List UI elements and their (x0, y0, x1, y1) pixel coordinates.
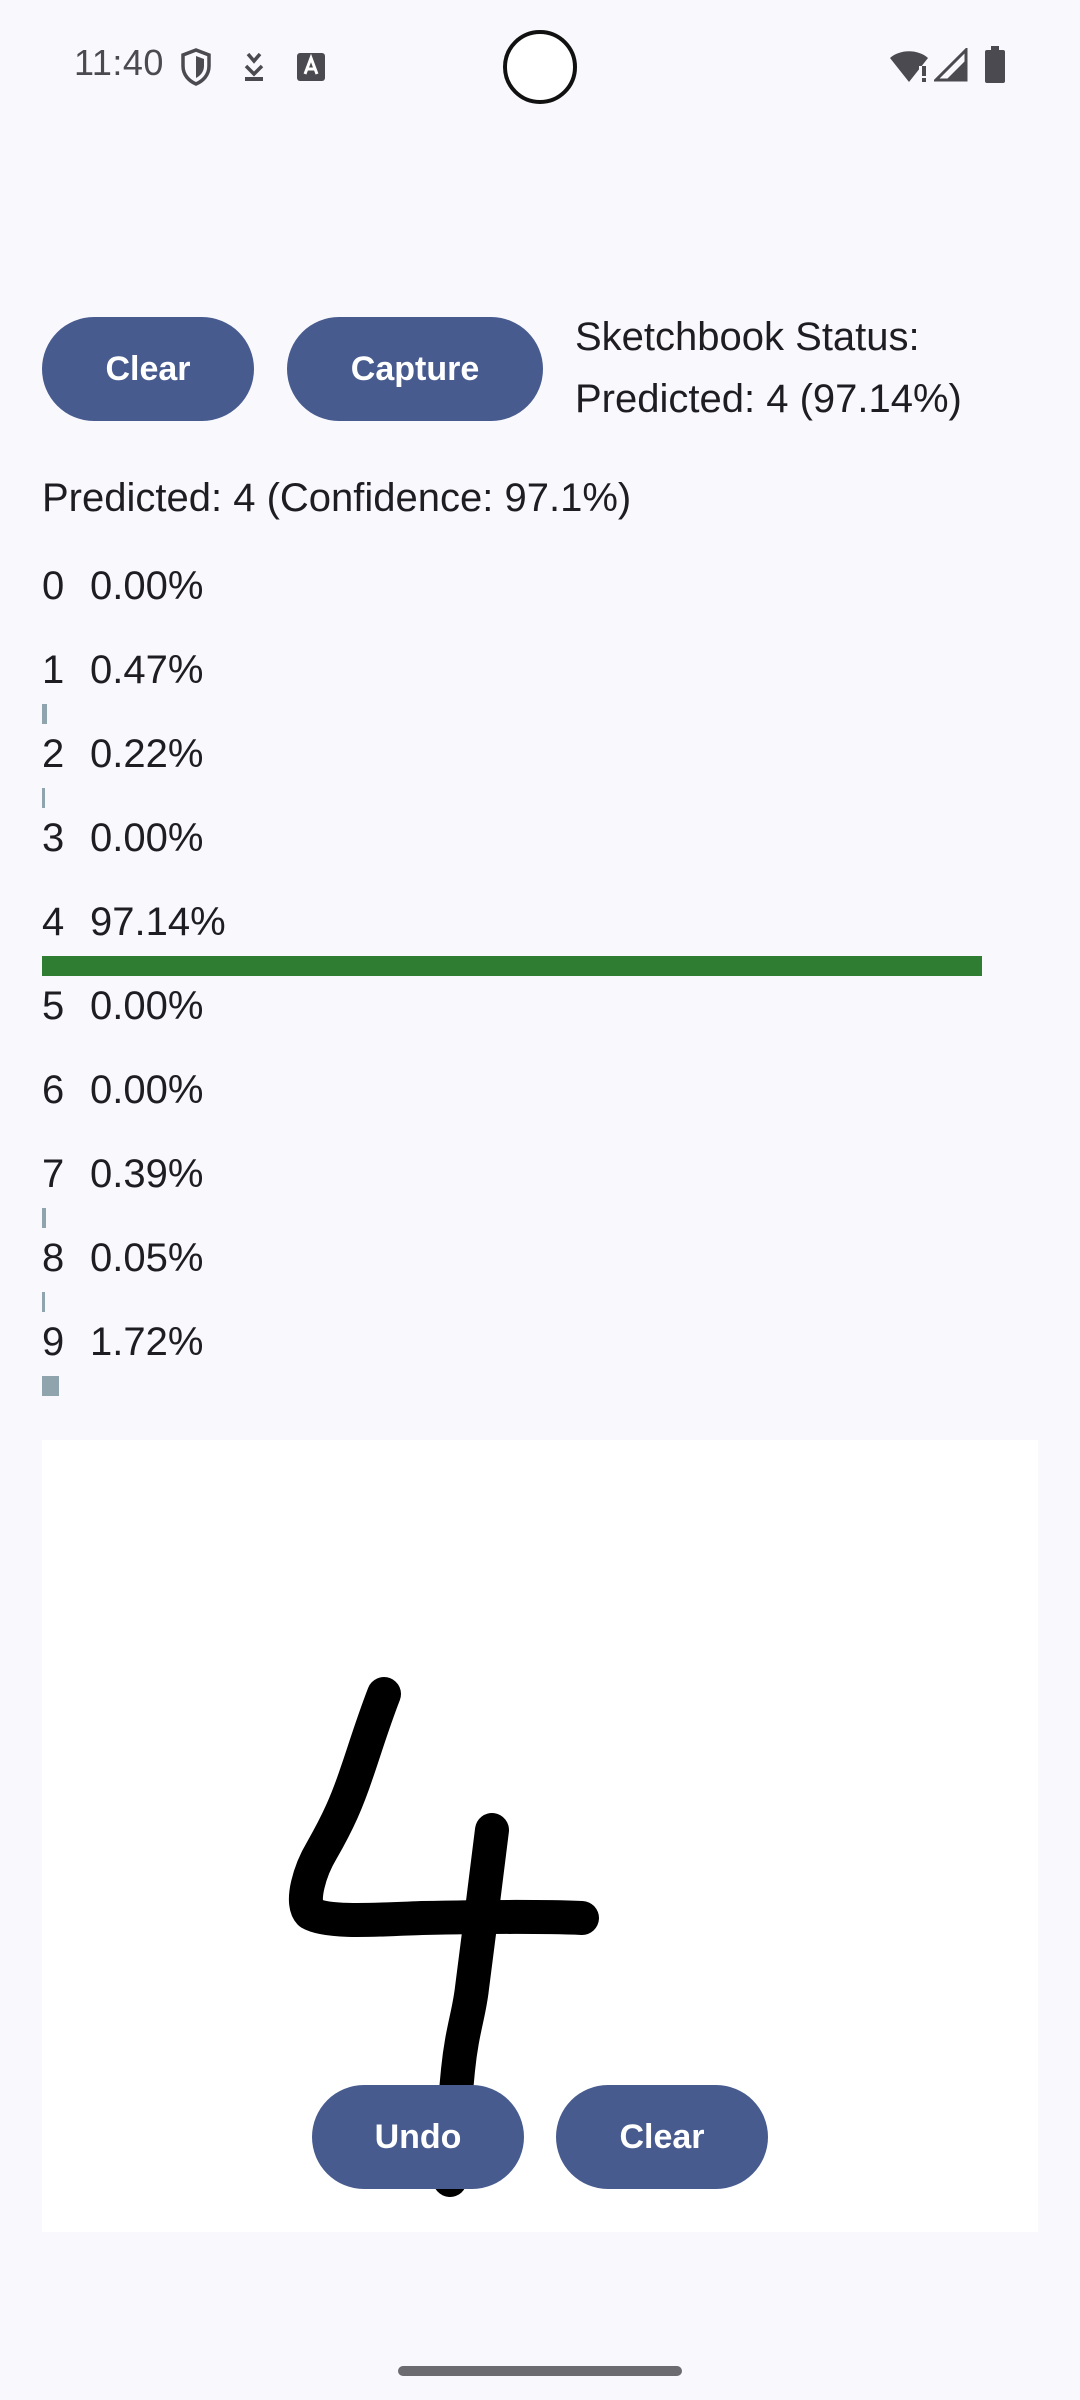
handwritten-stroke (289, 1677, 599, 2197)
probability-row: 2 0.22% (42, 726, 1042, 810)
probability-row: 7 0.39% (42, 1146, 1042, 1230)
probability-list: 0 0.00% 1 0.47% 2 0.22% 3 0.00% 4 97.14% 5 0.0… (42, 558, 1042, 1398)
probability-percent: 1.72% (90, 1320, 204, 1364)
probability-percent: 97.14% (90, 900, 226, 944)
capture-button[interactable]: Capture (287, 317, 543, 421)
probability-bar (42, 788, 45, 808)
camera-cutout (503, 30, 577, 104)
battery-icon (984, 46, 1006, 89)
probability-percent: 0.05% (90, 1236, 204, 1280)
probability-digit: 3 (42, 816, 65, 860)
probability-percent: 0.00% (90, 1068, 204, 1112)
probability-row: 9 1.72% (42, 1314, 1042, 1398)
probability-row: 6 0.00% (42, 1062, 1042, 1146)
probability-percent: 0.00% (90, 984, 204, 1028)
keyboard-icon (296, 52, 326, 87)
canvas-clear-button[interactable]: Clear (556, 2085, 768, 2189)
probability-row: 4 97.14% (42, 894, 1042, 978)
probability-digit: 8 (42, 1236, 65, 1280)
shield-icon (180, 48, 212, 91)
probability-percent: 0.00% (90, 564, 204, 608)
sketchbook-status-title: Sketchbook Status: (575, 315, 920, 359)
probability-digit: 2 (42, 732, 65, 776)
probability-digit: 4 (42, 900, 65, 944)
signal-icon (932, 46, 968, 87)
status-time: 11:40 (74, 42, 164, 83)
probability-digit: 1 (42, 648, 65, 692)
wifi-alert-icon (888, 48, 930, 89)
probability-percent: 0.00% (90, 816, 204, 860)
home-indicator[interactable] (398, 2366, 682, 2376)
probability-row: 3 0.00% (42, 810, 1042, 894)
probability-bar (42, 704, 47, 724)
undo-button[interactable]: Undo (312, 2085, 524, 2189)
probability-digit: 9 (42, 1320, 65, 1364)
clear-button[interactable]: Clear (42, 317, 254, 421)
probability-bar (42, 1208, 46, 1228)
probability-percent: 0.22% (90, 732, 204, 776)
probability-digit: 0 (42, 564, 65, 608)
probability-row: 0 0.00% (42, 558, 1042, 642)
probability-row: 1 0.47% (42, 642, 1042, 726)
status-bar: 11:40 (0, 0, 1080, 132)
prediction-summary: Predicted: 4 (Confidence: 97.1%) (42, 476, 632, 520)
probability-digit: 7 (42, 1152, 65, 1196)
probability-percent: 0.47% (90, 648, 204, 692)
download-icon (240, 52, 268, 89)
sketchbook-status-value: Predicted: 4 (97.14%) (575, 377, 962, 421)
probability-percent: 0.39% (90, 1152, 204, 1196)
probability-row: 5 0.00% (42, 978, 1042, 1062)
probability-row: 8 0.05% (42, 1230, 1042, 1314)
probability-bar (42, 956, 982, 976)
probability-digit: 6 (42, 1068, 65, 1112)
probability-digit: 5 (42, 984, 65, 1028)
probability-bar (42, 1292, 45, 1312)
probability-bar (42, 1376, 59, 1396)
sketchbook-status: Sketchbook Status: Predicted: 4 (97.14%) (575, 306, 962, 430)
drawing-canvas[interactable] (42, 1440, 1038, 2232)
